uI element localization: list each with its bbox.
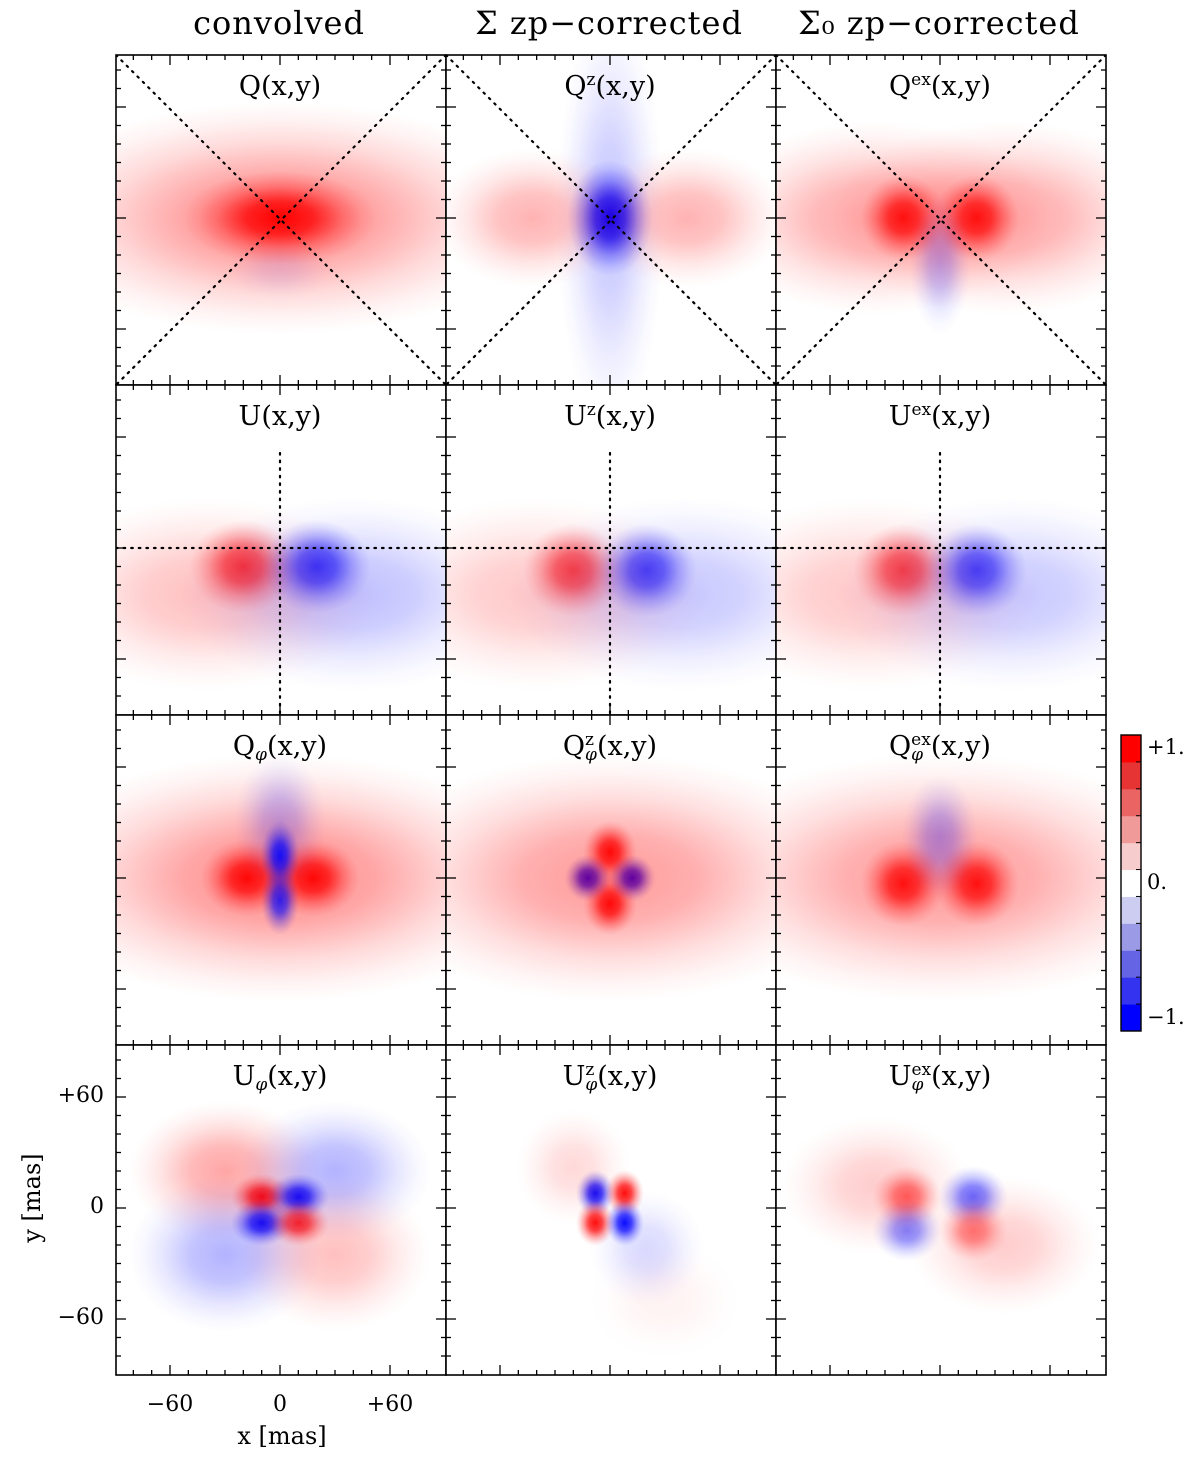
intensity-blob	[510, 497, 776, 692]
colorbar-segment	[1121, 761, 1141, 790]
colorbar-segment	[1121, 896, 1141, 924]
intensity-blob	[909, 194, 971, 335]
column-title: Σ zp−corrected	[475, 4, 743, 42]
intensity-blob	[830, 120, 1106, 316]
y-tick-label: +60	[57, 1083, 104, 1108]
panel-0-2	[776, 55, 1106, 385]
colorbar-label: +1.	[1147, 735, 1185, 760]
y-axis-label: y [mas]	[18, 1153, 46, 1243]
panel-1-2	[776, 385, 1106, 715]
panel-title: Q φ (x,y)	[232, 731, 328, 765]
colorbar-segment	[1121, 923, 1141, 951]
panel-2-2	[776, 715, 1106, 1045]
diagonal-line	[116, 55, 446, 385]
x-tick-label: 0	[273, 1392, 287, 1417]
panel-0-0	[116, 55, 446, 385]
intensity-blob	[116, 101, 446, 335]
panel-title: U(x,y)	[238, 401, 322, 432]
column-title: convolved	[193, 4, 365, 42]
panel-title: Q(x,y)	[238, 71, 322, 102]
colorbar-segment	[1121, 788, 1141, 817]
intensity-blob	[180, 497, 446, 692]
colorbar-segment	[1121, 950, 1141, 978]
colorbar-segment	[1121, 1004, 1141, 1032]
intensity-blob	[588, 1242, 742, 1359]
panel-3-1	[446, 1045, 776, 1375]
colorbar-frame	[1120, 734, 1142, 1032]
intensity-blob	[233, 752, 327, 893]
panel-0-1	[446, 55, 776, 385]
panel-3-2	[776, 1045, 1106, 1375]
colorbar-label: 0.	[1147, 870, 1168, 894]
panel-1-0	[116, 385, 446, 715]
x-tick-label: −60	[146, 1392, 194, 1417]
diagonal-line	[446, 55, 776, 385]
colorbar-label: −1.	[1147, 1004, 1185, 1029]
diagonal-line	[446, 55, 776, 385]
y-tick-label: −60	[57, 1305, 104, 1330]
intensity-blob	[446, 148, 634, 288]
panel-2-0	[116, 715, 446, 1045]
colorbar-segment	[1121, 815, 1141, 844]
colorbar-segment	[1121, 735, 1141, 763]
panel-1-1	[446, 385, 776, 715]
intensity-blob	[226, 238, 334, 301]
colorbar-segment	[1121, 869, 1141, 897]
panel-3-0	[116, 1045, 446, 1375]
intensity-blob	[840, 497, 1106, 692]
colorbar-segment	[1121, 977, 1141, 1005]
x-axis-label: x [mas]	[237, 1422, 327, 1450]
column-title: Σ₀ zp−corrected	[798, 4, 1080, 42]
y-tick-label: 0	[90, 1194, 104, 1219]
panel-frame	[775, 1044, 1107, 1376]
x-tick-label: +60	[366, 1392, 414, 1417]
intensity-blob	[238, 1176, 432, 1332]
intensity-blob	[446, 753, 776, 1003]
intensity-blob	[907, 1175, 1101, 1315]
panel-title: U φ (x,y)	[232, 1061, 328, 1095]
intensity-blob	[515, 1109, 632, 1226]
panel-2-1	[446, 715, 776, 1045]
intensity-blob	[586, 148, 776, 288]
intensity-blob	[901, 775, 979, 900]
diagonal-line	[776, 55, 1106, 385]
diagonal-line	[116, 55, 446, 385]
diagonal-line	[776, 55, 1106, 385]
colorbar-segment	[1121, 842, 1141, 871]
